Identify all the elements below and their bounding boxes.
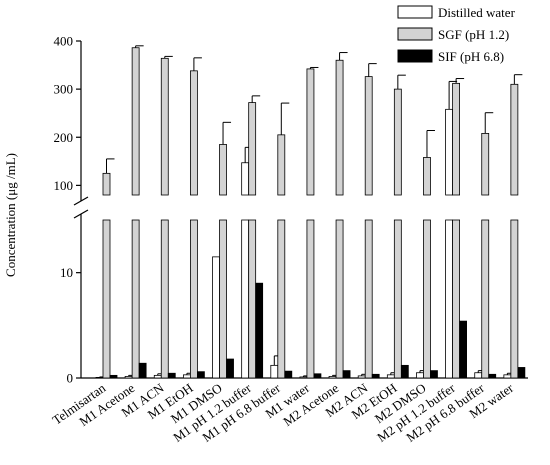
bar <box>517 367 526 379</box>
bar <box>299 376 308 379</box>
axis-break-mark <box>73 209 89 219</box>
legend-label: Distilled water <box>438 5 516 20</box>
bar <box>248 219 257 379</box>
bar <box>102 172 111 196</box>
axis-break-mark <box>73 196 89 206</box>
legend-swatch <box>397 27 433 41</box>
legend: Distilled water SGF (pH 1.2) SIF (pH 6.8) <box>397 5 516 64</box>
bar <box>342 370 351 379</box>
y-tick-label: 200 <box>54 130 74 145</box>
bar <box>196 371 205 379</box>
bar <box>189 219 198 379</box>
bar <box>255 282 264 379</box>
bar <box>452 82 461 196</box>
legend-label: SIF (pH 6.8) <box>438 49 504 64</box>
bar <box>167 372 176 379</box>
bar <box>335 59 344 196</box>
bar <box>277 219 286 379</box>
bar <box>459 320 468 379</box>
bar <box>284 370 293 379</box>
bar <box>481 132 490 196</box>
bar <box>488 373 497 379</box>
bar <box>241 219 250 379</box>
bar <box>503 374 512 379</box>
bar <box>481 219 490 379</box>
bar <box>226 358 234 379</box>
bar <box>364 219 373 379</box>
bar <box>393 219 402 379</box>
y-axis-title: Concentration (μg /mL) <box>3 153 18 277</box>
bar <box>423 157 431 196</box>
legend-label: SGF (pH 1.2) <box>438 27 509 42</box>
bar <box>219 144 227 196</box>
bar <box>357 375 366 379</box>
bar <box>189 70 198 196</box>
bar <box>131 47 140 196</box>
bar <box>212 256 220 379</box>
y-tick-label: 300 <box>54 82 74 97</box>
bar <box>153 374 162 379</box>
y-tick-label: 0 <box>67 371 74 386</box>
bar <box>109 374 118 379</box>
bar <box>474 372 483 379</box>
bar <box>219 219 227 379</box>
bar <box>510 83 519 196</box>
bar <box>160 57 169 196</box>
bar <box>182 374 191 379</box>
y-tick-label: 400 <box>54 34 74 49</box>
bar <box>393 88 402 196</box>
bar <box>124 376 133 379</box>
bar <box>313 373 322 379</box>
bar <box>306 68 315 196</box>
legend-swatch <box>397 5 433 19</box>
bar <box>306 219 315 379</box>
bar <box>270 364 279 379</box>
y-tick-label: 10 <box>60 265 73 280</box>
bar <box>95 376 104 379</box>
bar <box>445 108 454 196</box>
bar <box>241 162 250 196</box>
bar <box>386 374 395 379</box>
bar <box>510 219 519 379</box>
bar <box>400 364 409 379</box>
bar <box>364 76 373 196</box>
bar <box>452 219 461 379</box>
y-tick-label: 100 <box>54 178 74 193</box>
bar <box>328 376 337 379</box>
bar <box>371 373 380 379</box>
bar <box>131 219 140 379</box>
bar <box>102 219 111 379</box>
legend-swatch <box>397 49 433 63</box>
bar <box>248 102 257 196</box>
bar <box>138 362 147 379</box>
bar <box>416 372 424 379</box>
bar <box>160 219 169 379</box>
bar <box>335 219 344 379</box>
bar <box>277 134 286 196</box>
bar <box>430 370 438 379</box>
bar <box>445 219 454 379</box>
bar <box>423 219 431 379</box>
